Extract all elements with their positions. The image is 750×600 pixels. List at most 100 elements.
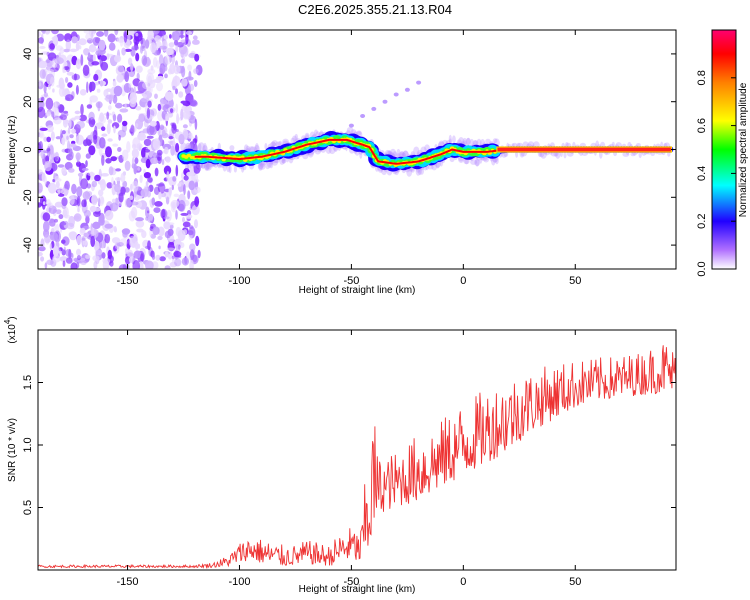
noise-blob <box>182 216 185 223</box>
noise-blob <box>52 254 61 263</box>
noise-blob <box>64 33 72 43</box>
ridge-halo <box>630 152 636 157</box>
noise-blob <box>69 143 72 150</box>
ridge-halo <box>205 162 212 170</box>
noise-blob <box>135 65 143 73</box>
noise-blob <box>114 183 121 193</box>
noise-blob <box>194 196 200 208</box>
noise-blob <box>151 197 156 206</box>
ridge-halo <box>406 167 413 177</box>
noise-blob <box>188 180 196 191</box>
noise-blob <box>161 129 166 136</box>
noise-blob <box>47 69 54 74</box>
ridge-halo <box>203 161 210 170</box>
noise-blob <box>46 148 51 152</box>
noise-blob <box>181 78 188 87</box>
noise-blob <box>150 120 157 127</box>
noise-blob <box>170 199 180 208</box>
noise-blob <box>44 234 51 244</box>
noise-blob <box>71 128 76 134</box>
noise-blob <box>94 174 101 182</box>
noise-blob <box>55 136 62 140</box>
noise-blob <box>82 254 86 259</box>
noise-blob <box>93 207 101 212</box>
noise-blob <box>159 45 168 50</box>
noise-blob <box>105 158 112 164</box>
noise-blob <box>40 238 45 249</box>
ridge-halo <box>492 157 498 163</box>
noise-blob <box>182 221 191 228</box>
noise-blob <box>143 138 152 147</box>
noise-blob <box>172 75 181 87</box>
noise-blob <box>172 136 176 149</box>
y-tick-label: -40 <box>22 237 34 253</box>
noise-blob <box>68 231 77 238</box>
noise-blob <box>129 256 133 264</box>
noise-blob <box>51 111 55 118</box>
noise-blob <box>185 214 193 219</box>
noise-blob <box>108 166 114 176</box>
noise-blob <box>52 245 59 257</box>
noise-blob <box>136 143 143 151</box>
noise-blob <box>163 34 168 40</box>
noise-blob <box>117 113 123 123</box>
noise-blob <box>75 84 79 95</box>
noise-blob <box>39 133 45 139</box>
noise-blob <box>91 180 98 188</box>
ridge-halo <box>204 162 210 172</box>
noise-blob <box>169 224 174 229</box>
noise-blob <box>82 191 91 200</box>
noise-blob <box>91 61 100 66</box>
noise-blob <box>60 221 67 226</box>
noise-blob <box>192 35 198 40</box>
x-tick-label: -100 <box>228 275 250 287</box>
noise-blob <box>143 94 147 99</box>
ridge-halo <box>465 137 471 146</box>
noise-blob <box>150 42 157 54</box>
x-tick-label: -150 <box>117 576 139 588</box>
noise-blob <box>78 162 86 173</box>
noise-blob <box>168 136 174 140</box>
noise-blob <box>186 135 194 139</box>
ridge-halo <box>282 138 289 145</box>
faint-feature <box>393 92 399 97</box>
colorbar: 0.0 0.2 0.4 0.6 0.8 Normalized spectral ampl… <box>696 29 749 277</box>
noise-blob <box>194 219 198 229</box>
noise-blob <box>83 232 89 238</box>
snr-scale-exp: 4 <box>3 319 12 324</box>
noise-blob <box>74 110 81 115</box>
colorbar-tick-label: 0.6 <box>696 118 708 133</box>
noise-blob <box>38 251 43 257</box>
noise-blob <box>118 264 128 269</box>
noise-blob <box>74 73 77 81</box>
noise-blob <box>127 30 134 35</box>
faint-feature <box>371 106 377 111</box>
noise-blob <box>147 177 153 183</box>
noise-blob <box>83 30 93 34</box>
noise-blob <box>106 111 110 120</box>
noise-blob <box>75 134 85 145</box>
noise-blob <box>193 179 200 183</box>
noise-blob <box>83 209 91 218</box>
ridge-halo <box>250 146 257 152</box>
noise-blob <box>180 108 184 121</box>
noise-blob <box>124 248 130 255</box>
noise-blob <box>128 83 132 88</box>
noise-blob <box>82 239 88 246</box>
noise-blob <box>49 43 55 50</box>
noise-blob <box>193 80 198 87</box>
noise-blob <box>38 143 42 154</box>
noise-blob <box>69 134 74 139</box>
noise-blob <box>55 209 62 215</box>
noise-blob <box>148 213 154 221</box>
ridge-halo <box>203 142 207 153</box>
noise-blob <box>101 126 106 131</box>
noise-blob <box>187 64 193 71</box>
noise-blob <box>115 177 122 182</box>
ridge-halo <box>475 158 480 167</box>
noise-blob <box>93 73 99 82</box>
noise-blob <box>46 59 50 64</box>
noise-blob <box>122 180 128 188</box>
noise-blob <box>177 229 186 241</box>
noise-blob <box>46 259 54 266</box>
